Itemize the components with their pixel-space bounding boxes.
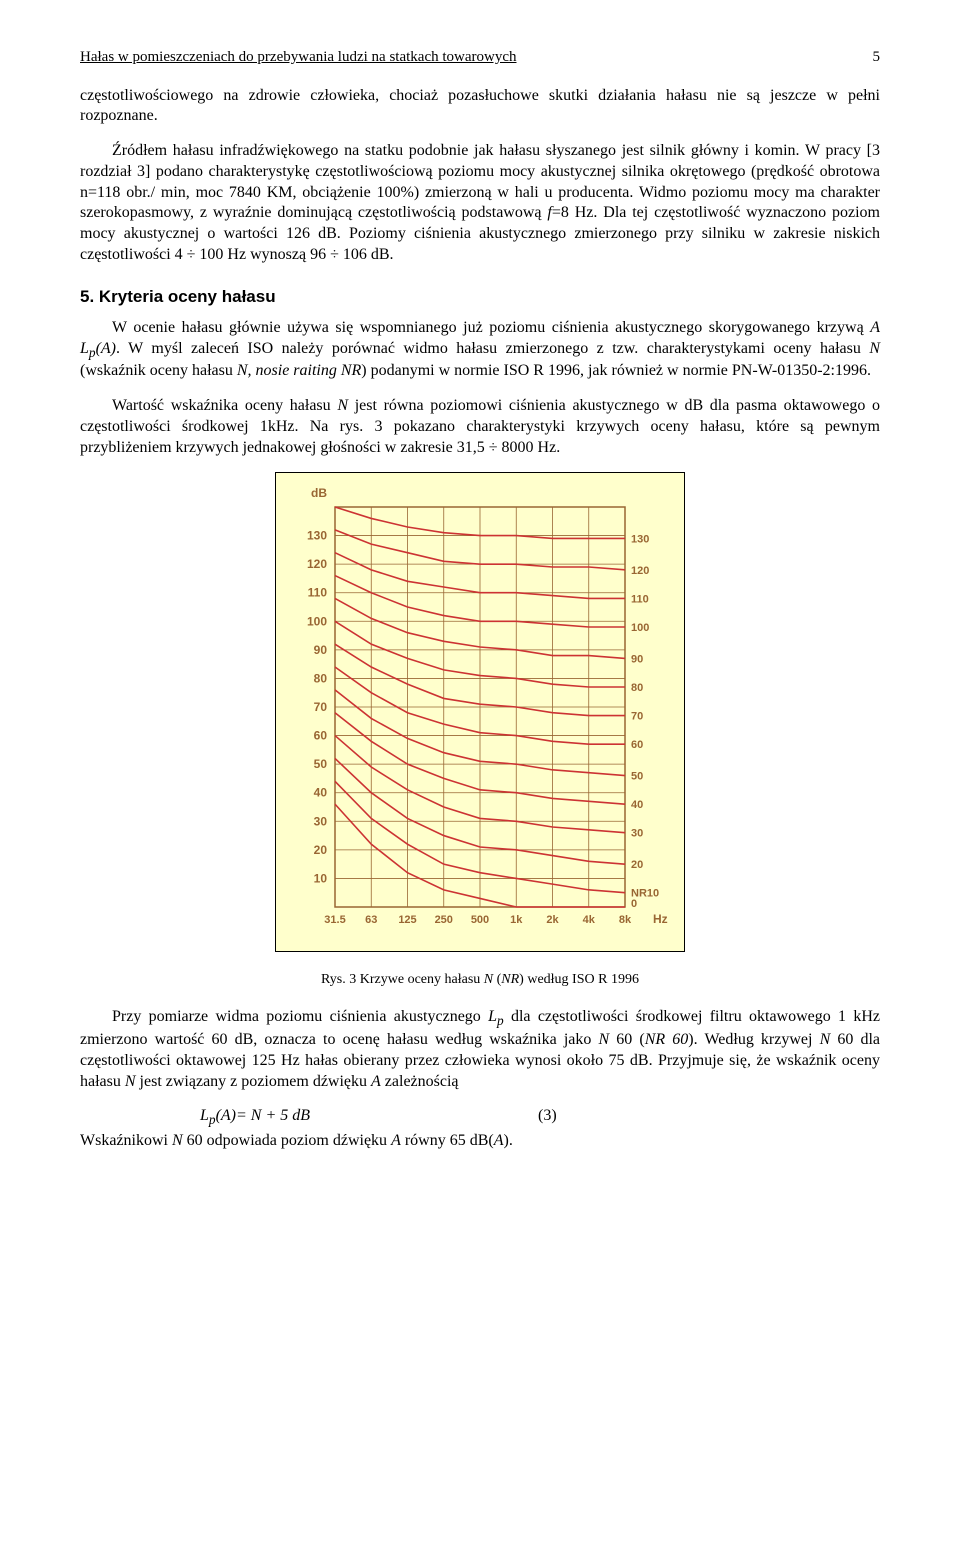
section-5-heading: 5. Kryteria oceny hałasu [80, 286, 880, 308]
eq-number: (3) [538, 1107, 557, 1124]
paragraph-4: Wartość wskaźnika oceny hałasu N jest ró… [80, 396, 880, 458]
p6a: Wskaźnikowi [80, 1132, 172, 1149]
svg-text:130: 130 [307, 529, 327, 543]
p3d: ) podanymi w normie ISO R 1996, jak równ… [361, 362, 871, 379]
p3c: (wskaźnik oceny hałasu [80, 362, 237, 379]
svg-text:40: 40 [631, 800, 643, 812]
figure-3: 10 20 30 40 50 60 70 80 90 100 110 120 130 dB 31.5 63 12… [80, 472, 880, 959]
svg-text:500: 500 [471, 914, 489, 926]
sym-N-5: N [172, 1132, 183, 1149]
svg-text:120: 120 [307, 558, 327, 572]
p5c: ). Według krzywej [688, 1031, 819, 1048]
paragraph-1: częstotliwościowego na zdrowie człowieka… [80, 86, 880, 128]
fig3-caption-text: Rys. 3 Krzywe oceny hałasu N (NR) według… [321, 972, 639, 987]
svg-text:1k: 1k [510, 914, 523, 926]
svg-text:8k: 8k [619, 914, 632, 926]
p5e: jest związany z poziomem dźwięku [136, 1073, 371, 1090]
svg-text:130: 130 [631, 534, 649, 546]
svg-text:80: 80 [314, 672, 328, 686]
p6b: 60 odpowiada poziom dźwięku [183, 1132, 391, 1149]
svg-text:63: 63 [365, 914, 377, 926]
sym-N-1: N [869, 340, 880, 357]
svg-text:110: 110 [308, 586, 328, 600]
paragraph-6: Wskaźnikowi N 60 odpowiada poziom dźwięk… [80, 1131, 880, 1152]
svg-text:30: 30 [314, 815, 328, 829]
p4a: Wartość wskaźnika oceny hałasu [112, 397, 337, 414]
svg-text:80: 80 [631, 682, 643, 694]
svg-text:250: 250 [435, 914, 453, 926]
svg-text:dB: dB [311, 486, 327, 500]
p6c: równy 65 dB( [401, 1132, 494, 1149]
svg-text:31.5: 31.5 [324, 914, 345, 926]
svg-text:100: 100 [631, 622, 649, 634]
sym-N-3: N [820, 1031, 831, 1048]
paragraph-2: Źródłem hałasu infradźwiękowego na statk… [80, 141, 880, 266]
p3a: W ocenie hałasu głównie używa się wspomn… [112, 319, 870, 336]
svg-text:Hz: Hz [653, 912, 668, 926]
svg-text:50: 50 [631, 771, 643, 783]
sym-A-2: A [391, 1132, 401, 1149]
p6d: ). [504, 1132, 513, 1149]
eq-Lp: Lp [200, 1107, 216, 1124]
sym-N60: N [599, 1031, 610, 1048]
svg-text:40: 40 [314, 786, 328, 800]
figure-3-caption: Rys. 3 Krzywe oceny hałasu N (NR) według… [80, 971, 880, 989]
svg-text:90: 90 [631, 654, 643, 666]
svg-text:10: 10 [314, 872, 328, 886]
sym-NR60: NR 60 [645, 1031, 689, 1048]
svg-text:110: 110 [631, 594, 649, 606]
svg-text:125: 125 [398, 914, 416, 926]
sym-N-nosie: N, nosie raiting NR [237, 362, 361, 379]
paragraph-3: W ocenie hałasu głównie używa się wspomn… [80, 318, 880, 382]
paragraph-5: Przy pomiarze widma poziomu ciśnienia ak… [80, 1007, 880, 1092]
svg-text:100: 100 [307, 615, 327, 629]
svg-text:4k: 4k [583, 914, 596, 926]
svg-text:20: 20 [314, 843, 328, 857]
equation-3: Lp(A)= N + 5 dB (3) [200, 1106, 880, 1129]
paragraph-1-text: częstotliwościowego na zdrowie człowieka… [80, 87, 880, 125]
svg-text:30: 30 [631, 828, 643, 840]
svg-text:20: 20 [631, 860, 643, 872]
page-header: Hałas w pomieszczeniach do przebywania l… [80, 48, 880, 68]
sym-N-4: N [125, 1073, 136, 1090]
chart-nr-curves: 10 20 30 40 50 60 70 80 90 100 110 120 130 dB 31.5 63 12… [275, 472, 685, 952]
header-title: Hałas w pomieszczeniach do przebywania l… [80, 49, 517, 65]
eq-body: (A)= N + 5 dB [216, 1107, 310, 1124]
p5-sixty: 60 ( [609, 1031, 645, 1048]
header-page-number: 5 [873, 48, 881, 68]
p5f: zależnością [381, 1073, 459, 1090]
svg-text:60: 60 [631, 740, 643, 752]
p5a: Przy pomiarze widma poziomu ciśnienia ak… [112, 1008, 488, 1025]
sym-A: A [371, 1073, 381, 1090]
sym-N-2: N [337, 397, 348, 414]
sym-A-3: A [494, 1132, 504, 1149]
svg-text:70: 70 [631, 711, 643, 723]
svg-text:0: 0 [631, 898, 637, 910]
svg-text:90: 90 [314, 643, 328, 657]
svg-text:70: 70 [314, 700, 328, 714]
svg-text:2k: 2k [546, 914, 559, 926]
sym-Lp: Lp [488, 1008, 504, 1025]
p3b: . W myśl zaleceń ISO należy porównać wid… [116, 340, 869, 357]
svg-text:NR10: NR10 [631, 888, 659, 900]
svg-text:60: 60 [314, 729, 328, 743]
svg-text:120: 120 [631, 565, 649, 577]
svg-text:50: 50 [314, 758, 328, 772]
